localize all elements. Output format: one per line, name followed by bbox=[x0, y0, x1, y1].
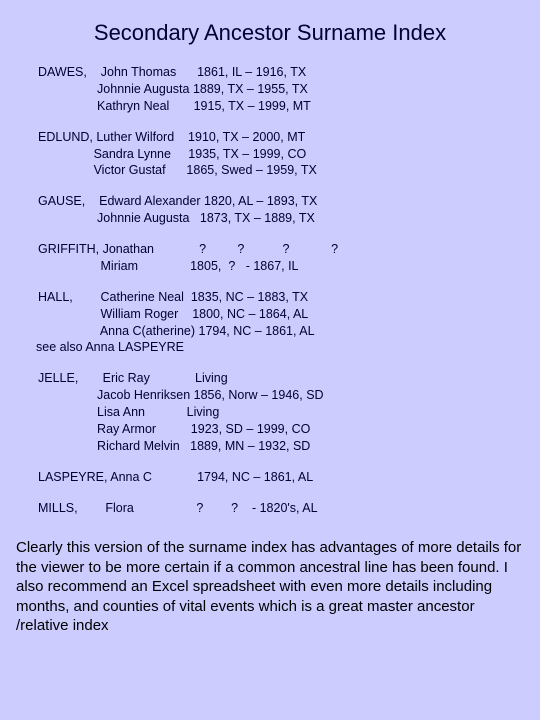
surname-group: JELLE, Eric Ray Living Jacob Henriksen 1… bbox=[38, 370, 530, 454]
entry-row: GAUSE, Edward Alexander 1820, AL – 1893,… bbox=[38, 193, 530, 210]
entry-row: MILLS, Flora ? ? - 1820's, AL bbox=[38, 500, 530, 517]
entry-row: William Roger 1800, NC – 1864, AL bbox=[38, 306, 530, 323]
page-title: Secondary Ancestor Surname Index bbox=[10, 20, 530, 46]
see-also-note: see also Anna LASPEYRE bbox=[36, 339, 530, 356]
page-container: Secondary Ancestor Surname Index DAWES, … bbox=[0, 0, 540, 646]
surname-group: DAWES, John Thomas 1861, IL – 1916, TX J… bbox=[38, 64, 530, 115]
surname-group: EDLUND, Luther Wilford 1910, TX – 2000, … bbox=[38, 129, 530, 180]
surname-group: HALL, Catherine Neal 1835, NC – 1883, TX… bbox=[38, 289, 530, 357]
surname-group: MILLS, Flora ? ? - 1820's, AL bbox=[38, 500, 530, 517]
entry-row: EDLUND, Luther Wilford 1910, TX – 2000, … bbox=[38, 129, 530, 146]
entries-list: DAWES, John Thomas 1861, IL – 1916, TX J… bbox=[10, 64, 530, 516]
entry-row: LASPEYRE, Anna C 1794, NC – 1861, AL bbox=[38, 469, 530, 486]
entry-row: Johnnie Augusta 1889, TX – 1955, TX bbox=[38, 81, 530, 98]
entry-row: DAWES, John Thomas 1861, IL – 1916, TX bbox=[38, 64, 530, 81]
body-paragraph: Clearly this version of the surname inde… bbox=[10, 530, 530, 636]
entry-row: Sandra Lynne 1935, TX – 1999, CO bbox=[38, 146, 530, 163]
entry-row: Ray Armor 1923, SD – 1999, CO bbox=[38, 421, 530, 438]
surname-group: LASPEYRE, Anna C 1794, NC – 1861, AL bbox=[38, 469, 530, 486]
entry-row: Miriam 1805, ? - 1867, IL bbox=[38, 258, 530, 275]
entry-row: HALL, Catherine Neal 1835, NC – 1883, TX bbox=[38, 289, 530, 306]
surname-group: GRIFFITH, Jonathan ? ? ? ? Miriam 1805, … bbox=[38, 241, 530, 275]
entry-row: Kathryn Neal 1915, TX – 1999, MT bbox=[38, 98, 530, 115]
entry-row: Johnnie Augusta 1873, TX – 1889, TX bbox=[38, 210, 530, 227]
surname-group: GAUSE, Edward Alexander 1820, AL – 1893,… bbox=[38, 193, 530, 227]
entry-row: Anna C(atherine) 1794, NC – 1861, AL bbox=[38, 323, 530, 340]
entry-row: JELLE, Eric Ray Living bbox=[38, 370, 530, 387]
entry-row: Lisa Ann Living bbox=[38, 404, 530, 421]
entry-row: Richard Melvin 1889, MN – 1932, SD bbox=[38, 438, 530, 455]
entry-row: Victor Gustaf 1865, Swed – 1959, TX bbox=[38, 162, 530, 179]
entry-row: GRIFFITH, Jonathan ? ? ? ? bbox=[38, 241, 530, 258]
entry-row: Jacob Henriksen 1856, Norw – 1946, SD bbox=[38, 387, 530, 404]
